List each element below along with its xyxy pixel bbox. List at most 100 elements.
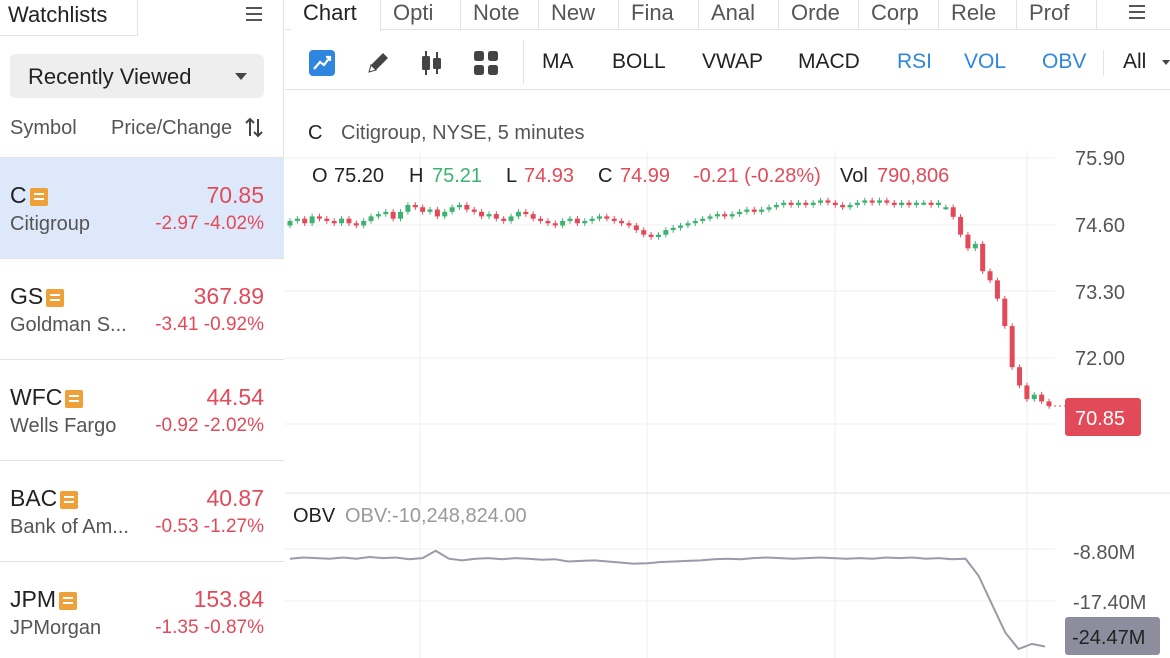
candle-body	[427, 209, 433, 212]
indicator-ma[interactable]: MA	[542, 50, 574, 73]
obv-tick-label: -17.40M	[1073, 592, 1146, 614]
notes-badge-icon	[59, 592, 77, 610]
candle-body	[869, 200, 875, 203]
watchlist-row[interactable]: GS Goldman S... 367.89 -3.41 -0.92%	[0, 258, 284, 359]
ohlc-volume-label: Vol	[840, 165, 868, 187]
notes-badge-icon	[65, 390, 84, 408]
trend-icon[interactable]	[308, 49, 336, 77]
list-menu-icon[interactable]	[242, 4, 266, 24]
candle-body	[781, 202, 787, 205]
ohlc-open: 75.20	[334, 165, 384, 187]
tab-corporate[interactable]: Corp	[859, 0, 939, 30]
watchlist-row[interactable]: JPM JPMorgan 153.84 -1.35 -0.87%	[0, 561, 284, 658]
candle-body	[773, 204, 779, 208]
price-tick-label: 73.30	[1075, 282, 1125, 304]
candlestick-icon[interactable]	[417, 49, 445, 77]
indicator-rsi[interactable]: RSI	[897, 50, 933, 73]
candle-body	[309, 216, 315, 224]
candle-body	[523, 211, 529, 215]
candle-body	[788, 202, 794, 205]
ohlc-close-label: C	[598, 165, 612, 187]
candle-body	[906, 202, 912, 205]
price-chart[interactable]: C Citigroup, NYSE, 5 minutes O 75.20 H 7…	[285, 91, 1170, 658]
obv-value: OBV:-10,248,824.00	[345, 505, 527, 527]
ohlc-low-label: L	[506, 165, 517, 187]
candle-body	[545, 220, 551, 224]
chart-description: Citigroup, NYSE, 5 minutes	[341, 122, 584, 144]
chart-symbol: C	[308, 122, 322, 144]
indicator-boll[interactable]: BOLL	[612, 50, 666, 73]
candle-body	[663, 230, 669, 235]
tab-notes[interactable]: Note	[461, 0, 539, 30]
pencil-icon[interactable]	[364, 49, 392, 77]
last-price-tag-label: 70.85	[1075, 408, 1125, 430]
toolbar-divider	[1103, 50, 1104, 76]
candle-body	[589, 218, 595, 221]
candle-body	[1031, 394, 1037, 400]
candle-body	[670, 227, 676, 231]
indicator-vol[interactable]: VOL	[964, 50, 1007, 73]
row-price: 70.85	[206, 182, 264, 208]
candle-body	[1046, 401, 1052, 407]
candle-body	[331, 220, 337, 224]
list-menu-icon[interactable]	[1125, 2, 1149, 22]
candle-body	[287, 220, 293, 226]
candle-body	[884, 200, 890, 203]
candle-body	[398, 211, 404, 219]
candle-body	[611, 218, 617, 221]
tab-profile[interactable]: Prof	[1017, 0, 1097, 30]
candle-body	[596, 216, 602, 219]
watchlist-panel: Watchlists Recently Viewed Symbol Price/…	[0, 0, 284, 658]
row-change: -1.35 -0.87%	[155, 617, 264, 638]
candle-body	[678, 225, 684, 228]
indicator-macd[interactable]: MACD	[798, 50, 860, 73]
watchlist-selector[interactable]: Recently Viewed	[10, 54, 264, 98]
candle-body	[619, 220, 625, 224]
column-header-price-change[interactable]: Price/Change	[111, 117, 233, 139]
tab-chart[interactable]: Chart	[291, 0, 381, 31]
candle-body	[958, 216, 964, 235]
row-symbol: GS	[10, 283, 44, 309]
tab-analysis[interactable]: Anal	[699, 0, 779, 30]
candle-body	[692, 220, 698, 224]
obv-series	[289, 549, 1046, 651]
candle-body	[737, 211, 743, 215]
tab-releases[interactable]: Rele	[939, 0, 1017, 30]
sort-icon[interactable]	[244, 116, 264, 140]
candle-body	[361, 220, 367, 226]
candle-body	[862, 200, 868, 203]
row-name: Citigroup	[10, 213, 91, 235]
watchlist-selector-value: Recently Viewed	[28, 64, 192, 89]
row-price: 367.89	[193, 283, 264, 309]
tab-options[interactable]: Opti	[381, 0, 461, 30]
grid-icon[interactable]	[472, 49, 500, 77]
candle-body	[1039, 394, 1045, 402]
price-tick-label: 75.90	[1075, 148, 1125, 170]
tab-orders[interactable]: Orde	[779, 0, 859, 30]
candle-body	[538, 218, 544, 221]
indicator-all-dropdown[interactable]: All	[1123, 50, 1147, 73]
row-name: Bank of Am...	[10, 516, 129, 538]
candle-body	[449, 207, 455, 212]
candle-body	[648, 234, 654, 237]
indicator-obv[interactable]: OBV	[1042, 50, 1087, 73]
candle-body	[515, 211, 521, 217]
candle-body	[493, 214, 499, 219]
candle-body	[935, 202, 941, 205]
watchlist-title: Watchlists	[8, 2, 108, 27]
watchlist-row[interactable]: WFC Wells Fargo 44.54 -0.92 -2.02%	[0, 359, 284, 460]
candle-body	[810, 202, 816, 205]
tab-financials[interactable]: Fina	[619, 0, 699, 30]
indicator-vwap[interactable]: VWAP	[702, 50, 764, 73]
candle-body	[1002, 298, 1008, 327]
watchlist-row[interactable]: BAC Bank of Am... 40.87 -0.53 -1.27%	[0, 460, 284, 561]
candle-body	[442, 211, 448, 217]
watchlist-tab[interactable]: Watchlists	[0, 0, 138, 36]
candle-body	[972, 243, 978, 249]
candlestick-series	[287, 197, 1065, 409]
watchlist-row[interactable]: C Citigroup 70.85 -2.97 -4.02%	[0, 157, 284, 258]
candle-body	[921, 202, 927, 205]
price-tick-label: 74.60	[1075, 215, 1125, 237]
row-change: -3.41 -0.92%	[155, 314, 264, 335]
tab-news[interactable]: New	[539, 0, 619, 30]
